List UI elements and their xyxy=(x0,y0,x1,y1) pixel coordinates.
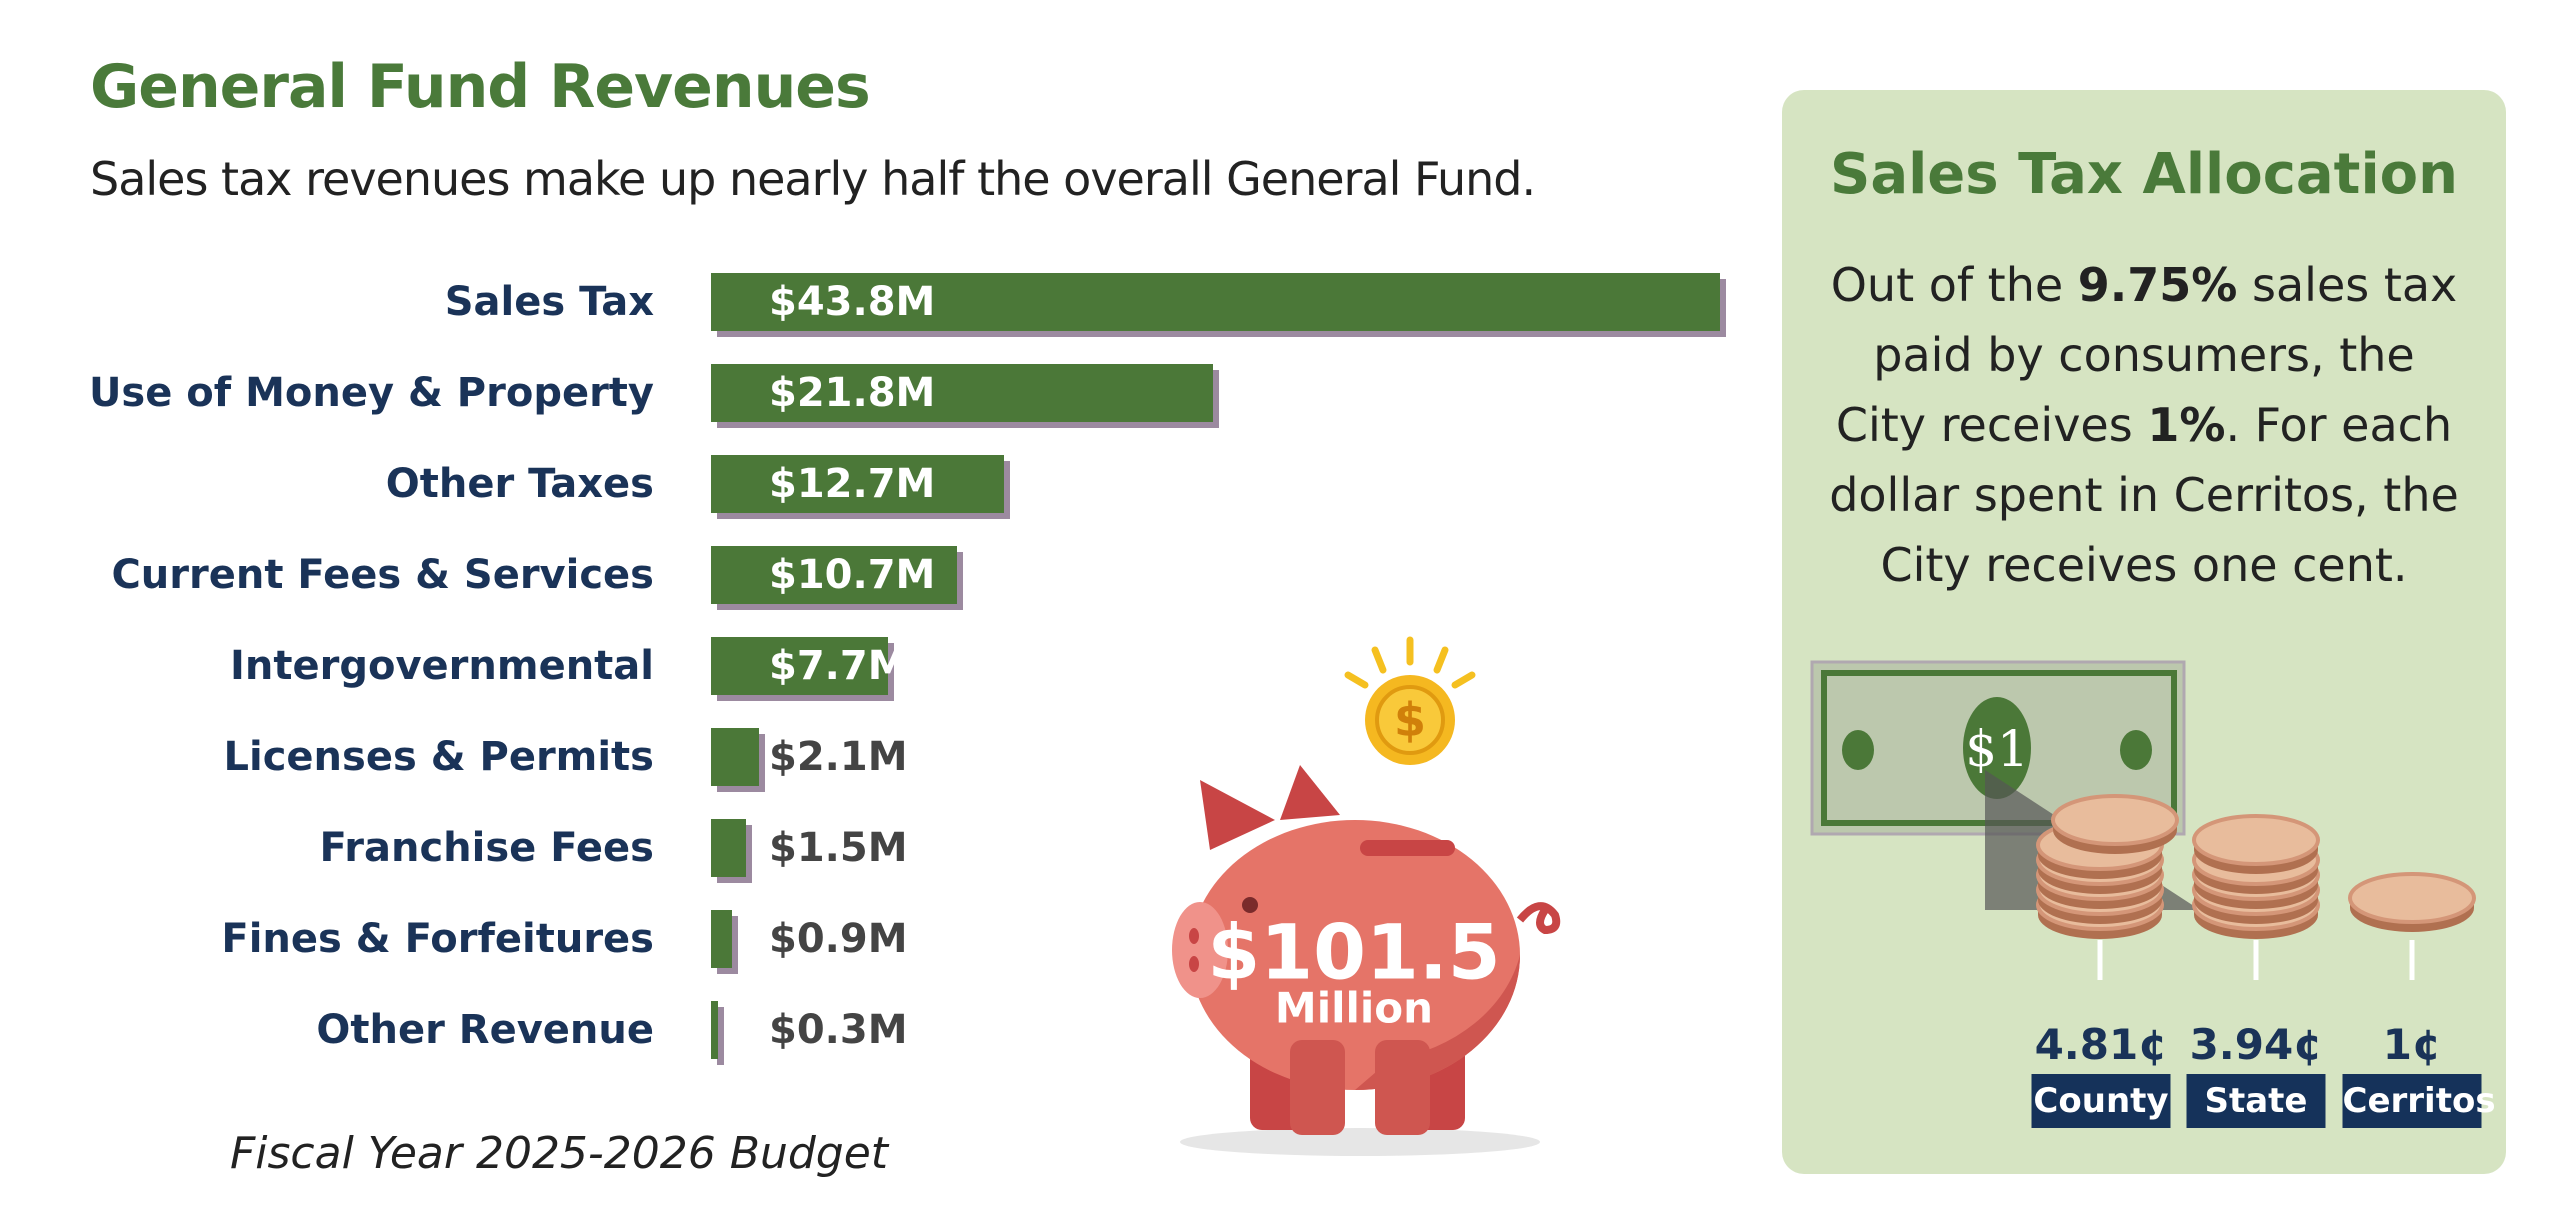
category-label: Fines & Forfeitures xyxy=(221,916,654,962)
value-label: $12.7M xyxy=(769,461,936,507)
category-label: Sales Tax xyxy=(444,279,654,325)
bar xyxy=(711,546,958,604)
coin-icon xyxy=(2051,794,2179,846)
panel-description: Out of the 9.75% sales tax paid by consu… xyxy=(1822,250,2466,600)
allocation-label: County xyxy=(2031,1074,2171,1128)
allocation-label: State xyxy=(2186,1074,2326,1128)
city-rate: 1% xyxy=(2147,398,2226,452)
coin-stack-county xyxy=(2036,794,2179,939)
category-label: Other Revenue xyxy=(316,1007,654,1053)
footer-caption: Fiscal Year 2025-2026 Budget xyxy=(229,1128,889,1179)
text-part: Out of the xyxy=(1830,258,2078,312)
allocation-value: 1¢ xyxy=(2382,1020,2442,1069)
bar xyxy=(711,1001,718,1059)
value-label: $1.5M xyxy=(769,825,908,871)
sales-tax-rate: 9.75% xyxy=(2077,258,2238,312)
coin-icon xyxy=(2348,872,2476,924)
coin-stack-state xyxy=(2192,814,2320,939)
value-label: $10.7M xyxy=(769,552,936,598)
value-label: $7.7M xyxy=(769,643,908,689)
coin-stack-cerritos xyxy=(2348,872,2476,932)
total-amount: $101.5 xyxy=(1207,907,1501,997)
panel-title: Sales Tax Allocation xyxy=(1829,142,2458,207)
value-label: $0.3M xyxy=(769,1007,908,1053)
text-part: . For each dollar spent in Cerritos, the… xyxy=(1829,398,2459,592)
pig-body xyxy=(1190,820,1520,1090)
page-title: General Fund Revenues xyxy=(90,52,871,122)
bar xyxy=(711,637,889,695)
category-label: Use of Money & Property xyxy=(88,370,654,416)
bar xyxy=(711,273,1720,331)
category-label: Licenses & Permits xyxy=(223,734,655,780)
value-label: $21.8M xyxy=(769,370,936,416)
text-part: sales tax paid by consumers, the City re… xyxy=(1835,258,2458,452)
bill-label: $1 xyxy=(1965,720,2029,778)
sun-rays-icon xyxy=(1344,636,1476,689)
pig-tail xyxy=(1516,902,1561,935)
coin-slot xyxy=(1360,840,1455,856)
category-label: Other Taxes xyxy=(385,461,654,507)
pig-snout xyxy=(1172,902,1228,998)
bar xyxy=(711,364,1214,422)
category-label: Intergovernmental xyxy=(230,643,654,689)
allocation-value: 3.94¢ xyxy=(2189,1020,2323,1069)
dollar-to-coins-illustration: $1 xyxy=(1810,660,2476,980)
bar xyxy=(711,455,1004,513)
subtitle: Sales tax revenues make up nearly half t… xyxy=(90,152,1536,206)
bar xyxy=(711,910,732,968)
value-label: $0.9M xyxy=(769,916,908,962)
bar xyxy=(711,819,746,877)
sales-tax-allocation-panel: Sales Tax Allocation Out of the 9.75% sa… xyxy=(1782,90,2506,1174)
piggy-bank-illustration: $ xyxy=(1172,636,1561,1156)
svg-text:$: $ xyxy=(1394,693,1426,747)
allocation-value: 4.81¢ xyxy=(2034,1020,2168,1069)
pig-ear xyxy=(1200,780,1275,850)
allocation-label: Cerritos xyxy=(2342,1074,2496,1128)
coin-icon xyxy=(2192,814,2320,866)
category-label: Franchise Fees xyxy=(319,825,655,871)
category-label: Current Fees & Services xyxy=(111,552,654,598)
value-label: $2.1M xyxy=(769,734,908,780)
total-unit: Million xyxy=(1274,983,1434,1033)
value-label: $43.8M xyxy=(769,279,936,325)
bar xyxy=(711,728,760,786)
pig-shadow xyxy=(1180,1128,1540,1156)
